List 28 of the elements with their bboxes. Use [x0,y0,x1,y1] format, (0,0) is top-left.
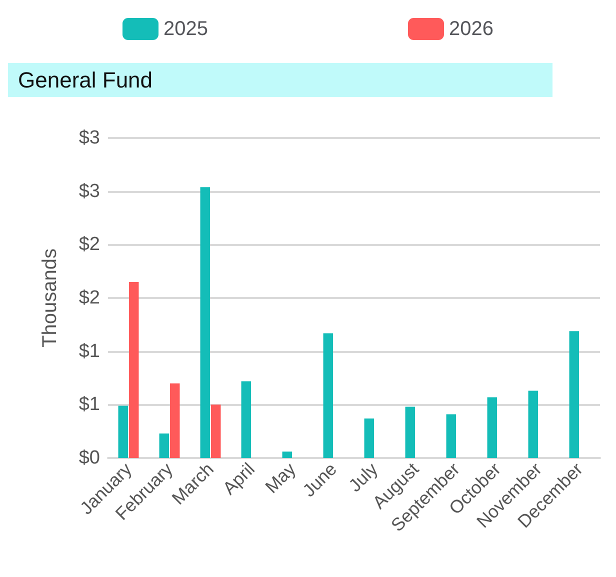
chart-title: General Fund [18,68,153,92]
y-tick-label: $2 [78,234,100,256]
bar [569,331,580,458]
bar [210,404,221,458]
bar [159,433,170,458]
bar [241,381,252,458]
bar [446,414,456,458]
bar [282,452,292,458]
bar [405,406,416,458]
bar [323,333,334,458]
legend-label: 2026 [449,18,494,40]
bar [200,187,210,458]
bar [487,397,498,458]
y-tick-label: $1 [78,340,100,362]
bar [528,390,538,458]
legend-label: 2025 [164,18,208,40]
y-tick-label: $1 [78,394,100,416]
x-tick-label: May [261,458,300,498]
y-tick-label: $2 [78,288,100,308]
bar [364,418,374,458]
y-tick-label: $3 [78,128,100,148]
bar [170,383,180,458]
bar [118,406,128,458]
x-tick-label: July [344,458,382,496]
y-tick-label: $0 [78,448,100,468]
y-axis-title: Thousands [39,248,61,348]
bar [128,282,139,458]
y-tick-label: $3 [78,180,100,202]
